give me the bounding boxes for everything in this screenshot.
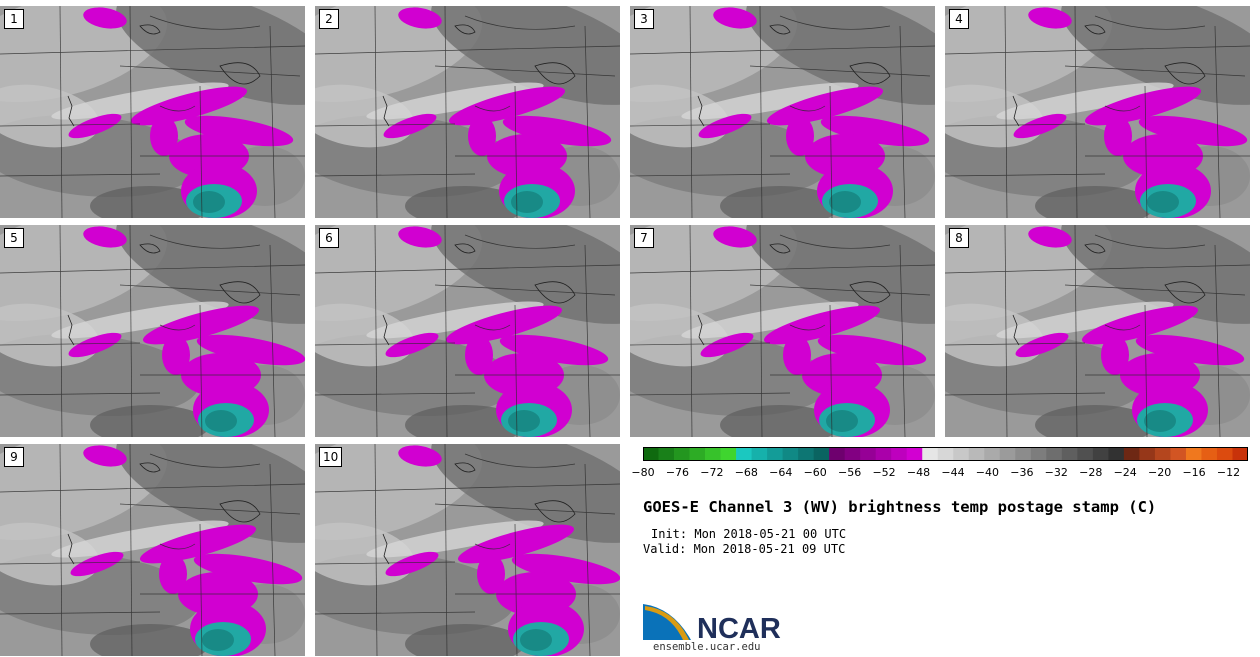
valid-time: Valid: Mon 2018-05-21 09 UTC (643, 542, 846, 556)
colorbar-tick-label: −12 (1216, 466, 1241, 479)
water-vapor-map (315, 444, 620, 656)
panel-label: 10 (319, 447, 343, 467)
water-vapor-map (315, 6, 620, 218)
colorbar-swatch (1216, 447, 1233, 461)
colorbar-swatch (860, 447, 877, 461)
map-panel-9: 9 (0, 444, 305, 656)
colorbar-swatch (1201, 447, 1218, 461)
colorbar-swatch (736, 447, 752, 461)
water-vapor-map (945, 6, 1250, 218)
colorbar-swatch (984, 447, 1001, 461)
colorbar-swatch (922, 447, 939, 461)
colorbar-swatch (782, 447, 799, 461)
map-panel-1: 1 (0, 6, 305, 218)
colorbar-swatch (720, 447, 737, 461)
colorbar-tick-label: −28 (1079, 466, 1103, 479)
map-panel-3: 3 (630, 6, 935, 218)
panel-label: 9 (4, 447, 24, 467)
logo-url: ensemble.ucar.edu (653, 641, 761, 653)
colorbar-swatch (953, 447, 970, 461)
map-panel-4: 4 (945, 6, 1250, 218)
colorbar-tick-label: −80 (631, 466, 655, 479)
colorbar-swatch (844, 447, 861, 461)
colorbar-swatch (829, 447, 846, 461)
colorbar-swatch (1046, 447, 1063, 461)
panel-label: 7 (634, 228, 654, 248)
colorbar-tick-label: −16 (1182, 466, 1206, 479)
colorbar-swatch (1139, 447, 1156, 461)
panel-label: 2 (319, 9, 339, 29)
colorbar-border (643, 447, 1248, 461)
colorbar-swatch (1185, 447, 1202, 461)
colorbar-swatch (674, 447, 690, 461)
colorbar-swatch (1154, 447, 1171, 461)
colorbar-swatch (999, 447, 1016, 461)
ncar-logo: NCAR (643, 604, 781, 642)
colorbar-tick-label: −56 (838, 466, 862, 479)
figure-title: GOES-E Channel 3 (WV) brightness temp po… (643, 498, 1157, 516)
colorbar-tick-label: −52 (872, 466, 896, 479)
panel-label: 5 (4, 228, 24, 248)
colorbar-swatch (968, 447, 985, 461)
water-vapor-map (0, 444, 305, 656)
colorbar-swatch (1061, 447, 1078, 461)
colorbar-swatch (1170, 447, 1187, 461)
colorbar (643, 447, 1248, 461)
map-panel-5: 5 (0, 225, 305, 437)
init-time: Init: Mon 2018-05-21 00 UTC (651, 527, 847, 541)
water-vapor-map (630, 225, 935, 437)
colorbar-swatch (1232, 447, 1248, 461)
colorbar-swatch (891, 447, 908, 461)
colorbar-swatch (813, 447, 830, 461)
colorbar-swatch (1015, 447, 1032, 461)
colorbar-swatch (906, 447, 923, 461)
water-vapor-map (630, 6, 935, 218)
colorbar-tick-label: −76 (665, 466, 690, 479)
colorbar-tick-label: −40 (975, 466, 1000, 479)
colorbar-swatch (798, 447, 815, 461)
colorbar-swatch (1092, 447, 1109, 461)
panel-label: 8 (949, 228, 969, 248)
water-vapor-map (945, 225, 1250, 437)
map-panel-6: 6 (315, 225, 620, 437)
map-panel-10: 10 (315, 444, 620, 656)
colorbar-swatch (751, 447, 768, 461)
colorbar-swatch (767, 447, 784, 461)
colorbar-swatch (643, 447, 659, 461)
panel-label: 4 (949, 9, 969, 29)
map-panel-2: 2 (315, 6, 620, 218)
map-panel-7: 7 (630, 225, 935, 437)
colorbar-tick-label: −72 (700, 466, 724, 479)
ncar-logo-text: NCAR (697, 613, 781, 642)
colorbar-swatch (705, 447, 721, 461)
colorbar-tick-label: −44 (941, 466, 965, 479)
colorbar-tick-label: −24 (1113, 466, 1137, 479)
colorbar-swatch (658, 447, 675, 461)
panel-label: 6 (319, 228, 339, 248)
colorbar-tick-label: −36 (1010, 466, 1034, 479)
water-vapor-map (315, 225, 620, 437)
colorbar-swatch (1123, 447, 1140, 461)
colorbar-tick-label: −20 (1148, 466, 1172, 479)
colorbar-swatch (689, 447, 706, 461)
water-vapor-map (0, 225, 305, 437)
map-panel-8: 8 (945, 225, 1250, 437)
colorbar-swatch (937, 447, 954, 461)
colorbar-swatch (1030, 447, 1047, 461)
panel-label: 1 (4, 9, 24, 29)
colorbar-swatch (875, 447, 892, 461)
panel-label: 3 (634, 9, 654, 29)
colorbar-tick-label: −60 (803, 466, 827, 479)
colorbar-tick-label: −64 (769, 466, 793, 479)
colorbar-tick-label: −68 (734, 466, 758, 479)
colorbar-swatch (1077, 447, 1094, 461)
colorbar-tick-label: −32 (1044, 466, 1068, 479)
colorbar-tick-label: −48 (906, 466, 931, 479)
colorbar-swatch (1108, 447, 1125, 461)
water-vapor-map (0, 6, 305, 218)
